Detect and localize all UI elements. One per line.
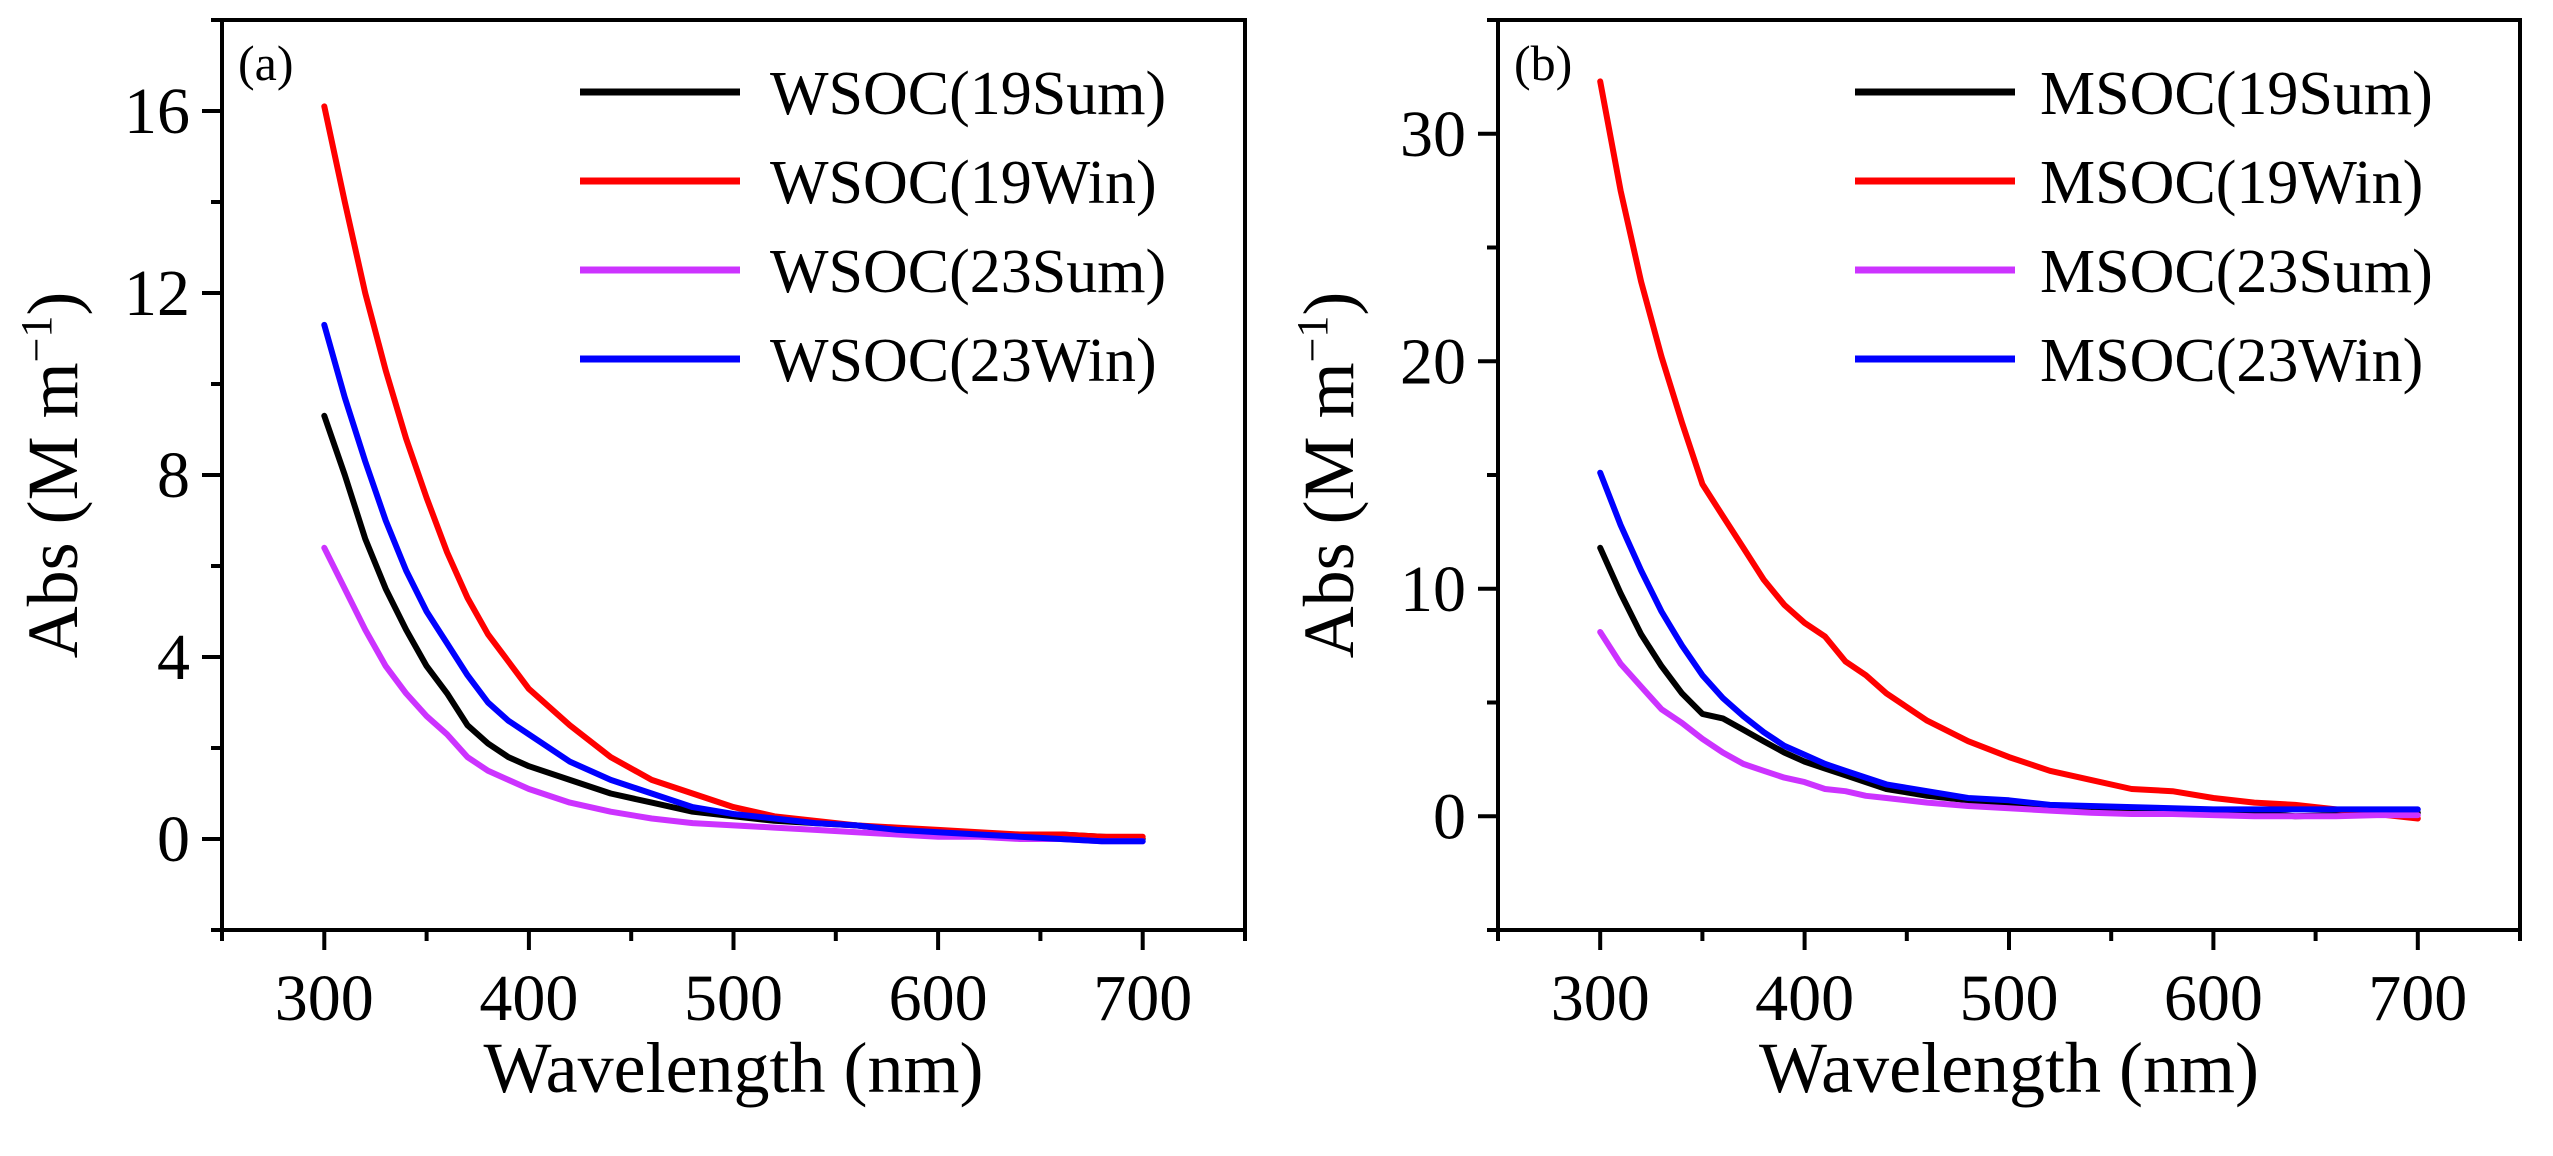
y-axis-title-sup: −1 — [1288, 316, 1337, 363]
x-tick-label: 400 — [1755, 962, 1854, 1035]
legend-label: MSOC(23Win) — [2040, 327, 2423, 395]
panel-label: (a) — [238, 35, 294, 91]
legend-label: WSOC(23Sum) — [770, 238, 1166, 306]
y-tick-label: 0 — [157, 803, 190, 876]
y-tick-label: 4 — [157, 621, 190, 694]
legend-label: MSOC(19Sum) — [2040, 60, 2433, 128]
series-line-MSOC(23Sum) — [1597, 629, 2421, 820]
panel-label: (b) — [1514, 35, 1572, 91]
x-tick-label: 500 — [684, 962, 783, 1035]
y-tick-label: 10 — [1400, 553, 1466, 626]
panel-b: 300 400 500 600 700 0 10 20 30 Wavelength (nm) Abs… — [1288, 18, 2522, 1108]
y-axis-title: Abs (M m−1) — [12, 292, 93, 659]
x-tick-label: 700 — [1093, 962, 1192, 1035]
x-tick-label: 600 — [2164, 962, 2263, 1035]
x-tick-label: 700 — [2368, 962, 2467, 1035]
y-tick-label: 16 — [124, 75, 190, 148]
y-tick-label: 30 — [1400, 98, 1466, 171]
y-tick-label: 12 — [124, 257, 190, 330]
y-axis-title-main: Abs (M m — [13, 362, 93, 658]
legend-label: WSOC(19Sum) — [770, 60, 1166, 128]
x-tick-label: 500 — [1960, 962, 2059, 1035]
series-line-WSOC(19Sum) — [321, 412, 1146, 842]
x-tick-label: 300 — [275, 962, 374, 1035]
y-axis-title-main: Abs (M m — [1289, 362, 1369, 658]
x-tick-label: 400 — [479, 962, 578, 1035]
x-tick-label: 600 — [889, 962, 988, 1035]
series-line-MSOC(19Win) — [1597, 78, 2421, 822]
panel-a: 300 400 500 600 700 0 4 8 12 16 Wavelength (nm) Abs… — [12, 18, 1247, 1108]
y-axis-title: Abs (M m−1) — [1288, 292, 1369, 659]
y-axis-title-tail: ) — [13, 292, 93, 316]
y-tick-label: 0 — [1433, 780, 1466, 853]
x-axis-title: Wavelength (nm) — [1759, 1028, 2259, 1108]
series-line-MSOC(23Win) — [1597, 469, 2421, 813]
series-line-MSOC(19Sum) — [1597, 544, 2421, 820]
legend-label: MSOC(19Win) — [2040, 149, 2423, 217]
y-tick-label: 8 — [157, 439, 190, 512]
x-tick-label: 300 — [1551, 962, 1650, 1035]
legend-label: WSOC(23Win) — [770, 327, 1157, 395]
x-axis-title: Wavelength (nm) — [483, 1028, 983, 1108]
y-axis-title-tail: ) — [1289, 292, 1369, 316]
legend-label: MSOC(23Sum) — [2040, 238, 2433, 306]
legend-label: WSOC(19Win) — [770, 149, 1157, 217]
y-axis-title-sup: −1 — [12, 316, 61, 363]
series-line-WSOC(23Win) — [321, 321, 1146, 845]
y-tick-label: 20 — [1400, 325, 1466, 398]
